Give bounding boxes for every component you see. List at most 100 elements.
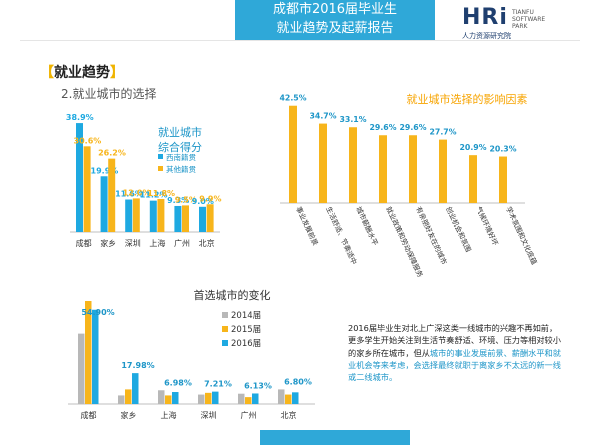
- description-text: 2016届毕业生对北上广深这类一线城市的兴趣不再如前，更多学生开始关注到生活节奏…: [348, 322, 563, 383]
- city-score-value-label: 11.6%: [115, 190, 143, 199]
- city-score-value-label: 9.0%: [192, 197, 214, 206]
- city-score-legend-label: 西南籍贯: [166, 152, 196, 162]
- city-score-title-line1: 就业城市: [158, 125, 202, 139]
- city-score-bar: [199, 206, 206, 232]
- header-divider: [20, 40, 580, 41]
- logo-cn-text: 人力资源研究院: [462, 32, 511, 40]
- first-choice-bar: [118, 395, 125, 404]
- city-score-bar: [206, 204, 214, 232]
- city-score-bar: [174, 205, 182, 232]
- factor-tick-label: 气候环境好坏: [474, 205, 500, 247]
- city-score-bar: [182, 205, 189, 232]
- first-choice-tick-label: 上海: [161, 410, 177, 420]
- first-choice-bar: [172, 392, 179, 404]
- factor-bar: [349, 127, 357, 203]
- factor-value-label: 34.7%: [309, 112, 336, 121]
- city-score-legend-swatch: [158, 166, 163, 171]
- description-part1: 2016届毕业生对北上广深这类一线城市的兴趣不再如前，更多学生开始关注到生活节奏…: [348, 323, 561, 358]
- city-score-value-label: 11.2%: [140, 191, 168, 200]
- report-title-line1: 成都市2016届毕业生: [272, 2, 398, 17]
- first-choice-bar: [78, 333, 85, 404]
- factor-value-label: 33.1%: [339, 115, 366, 124]
- first-choice-bar: [132, 373, 139, 404]
- city-score-tick-label: 广州: [174, 238, 190, 248]
- city-score-bar: [125, 199, 133, 232]
- factor-bar: [439, 139, 447, 203]
- city-score-value-label: 9.3%: [167, 196, 189, 205]
- factor-bar: [319, 123, 327, 203]
- logo-mark: HRi: [462, 5, 508, 30]
- city-score-legend-label: 其他籍贯: [166, 164, 196, 174]
- logo-side-text: TIANFU SOFTWARE PARK: [512, 9, 545, 30]
- factor-value-label: 42.5%: [279, 94, 306, 103]
- logo-side-line1: TIANFU: [512, 9, 534, 16]
- city-score-bar: [157, 198, 165, 232]
- section-label: 就业趋势: [54, 65, 110, 81]
- city-score-legend-swatch: [158, 154, 163, 159]
- page-subtitle: 2.就业城市的选择: [61, 87, 157, 101]
- first-choice-legend-swatch: [222, 312, 228, 318]
- factor-value-label: 20.9%: [459, 143, 486, 152]
- factor-tick-label: 生活舒适、节奏适中: [324, 205, 359, 266]
- first-choice-legend-swatch: [222, 326, 228, 332]
- first-choice-bar: [85, 301, 92, 404]
- city-score-value-label: 9.9%: [199, 194, 221, 203]
- first-choice-bar: [165, 395, 172, 404]
- first-choice-tick-label: 深圳: [201, 410, 217, 420]
- first-choice-value-label: 6.80%: [284, 377, 312, 386]
- city-score-value-label: 26.2%: [98, 149, 126, 158]
- first-choice-bar: [92, 309, 99, 404]
- city-score-bar: [149, 200, 157, 232]
- city-score-value-label: 9.5%: [175, 195, 197, 204]
- first-choice-value-label: 54.90%: [81, 308, 114, 317]
- factor-title: 就业城市选择的影响因素: [407, 92, 528, 106]
- factor-bar: [289, 105, 297, 203]
- factor-value-label: 20.3%: [489, 145, 516, 154]
- first-choice-value-label: 6.98%: [164, 378, 192, 387]
- first-choice-tick-label: 家乡: [121, 410, 137, 420]
- first-choice-legend-label: 2015届: [231, 325, 261, 335]
- first-choice-legend-label: 2014届: [231, 311, 261, 321]
- first-choice-bar: [252, 393, 259, 404]
- first-choice-value-label: 17.98%: [121, 361, 154, 370]
- first-choice-bar: [238, 393, 245, 404]
- city-score-bar: [108, 158, 116, 232]
- factor-tick-label: 有亲朋好友在的城市: [414, 205, 449, 266]
- factor-value-label: 27.7%: [429, 128, 456, 137]
- first-choice-bar: [292, 392, 299, 404]
- report-title-line2: 就业趋势及起薪报告: [276, 21, 394, 36]
- factor-bar: [469, 155, 477, 203]
- factor-bar: [499, 156, 507, 203]
- first-choice-value-label: 7.21%: [204, 380, 232, 389]
- factor-chart: 42.5% 事业发展前景 34.7% 生活舒适、节奏适中 33.1% 城市薪酬水平 29.6…: [279, 92, 539, 279]
- first-choice-bar: [285, 394, 292, 404]
- first-choice-legend-swatch: [222, 340, 228, 346]
- logo-side-line2: SOFTWARE: [512, 16, 546, 23]
- section-bracket-close: 】: [110, 65, 124, 81]
- factor-tick-label: 创业机会和氛围: [444, 205, 473, 253]
- report-title-banner: 成都市2016届毕业生 就业趋势及起薪报告: [235, 0, 435, 40]
- city-score-chart: 38.9% 30.6% 成都 19.9% 26.2% 家乡 11.6%12.0% 深圳 11.2…: [66, 113, 222, 248]
- city-score-bar: [100, 176, 108, 232]
- first-choice-tick-label: 北京: [281, 410, 297, 420]
- city-score-title-line2: 综合得分: [158, 140, 202, 154]
- city-score-tick-label: 北京: [199, 238, 215, 248]
- city-score-value-label: 12.0%: [123, 188, 151, 197]
- hri-logo: HRi TIANFU SOFTWARE PARK 人力资源研究院: [462, 5, 572, 41]
- city-score-value-label: 38.9%: [66, 113, 94, 122]
- factor-tick-label: 事业发展前景: [294, 205, 320, 247]
- first-choice-value-label: 6.13%: [244, 381, 272, 390]
- description-highlight: 城市的事业发展前景、薪酬水平和就业机会等来考虑，会选择最终就职于离家乡不太远的新…: [348, 347, 561, 383]
- city-score-tick-label: 深圳: [125, 238, 141, 248]
- city-score-value-label: 11.8%: [147, 189, 175, 198]
- factor-bar: [379, 135, 387, 203]
- city-score-tick-label: 成都: [76, 238, 92, 248]
- first-choice-title: 首选城市的变化: [194, 288, 271, 302]
- first-choice-bar: [158, 390, 165, 404]
- factor-value-label: 29.6%: [369, 123, 396, 132]
- first-choice-bar: [198, 394, 205, 404]
- logo-side-line3: PARK: [512, 23, 528, 30]
- city-score-tick-label: 家乡: [100, 238, 116, 248]
